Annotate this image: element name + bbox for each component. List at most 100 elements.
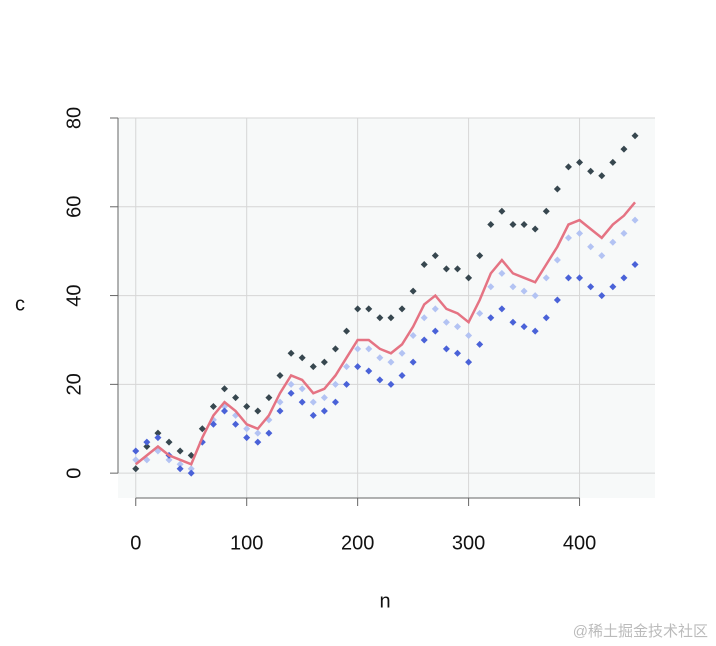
point [609,158,617,166]
point [232,394,240,402]
point [221,385,229,393]
point [465,274,473,282]
point [165,438,173,446]
point [542,274,550,282]
point [587,283,595,291]
point [454,349,462,357]
point [631,260,639,268]
point [387,358,395,366]
point [365,367,373,375]
point [354,305,362,313]
point [376,314,384,322]
x-tick-label: 300 [452,532,485,554]
point [331,398,339,406]
point [409,287,417,295]
point [343,380,351,388]
point [254,438,262,446]
point [476,309,484,317]
point [609,238,617,246]
series-points [132,260,639,477]
point [420,336,428,344]
point [409,358,417,366]
series-line [134,201,636,466]
point [598,292,606,300]
point [165,456,173,464]
point [587,167,595,175]
point [520,323,528,331]
point [343,327,351,335]
point [187,465,195,473]
point [442,265,450,273]
point [420,260,428,268]
x-tick-label: 200 [341,532,374,554]
point [276,407,284,415]
point [509,283,517,291]
point [221,407,229,415]
point [531,225,539,233]
point [309,398,317,406]
point [631,216,639,224]
y-tick-label: 20 [63,373,85,395]
point [620,145,628,153]
y-tick-label: 60 [63,196,85,218]
point [143,438,151,446]
point [498,269,506,277]
point [487,221,495,229]
point [620,274,628,282]
point [598,252,606,260]
point [442,318,450,326]
point [598,172,606,180]
point [564,163,572,171]
point [520,287,528,295]
point [454,265,462,273]
point [465,332,473,340]
point [276,371,284,379]
point [143,443,151,451]
point [509,221,517,229]
y-tick-label: 80 [63,107,85,129]
point [176,465,184,473]
point [320,358,328,366]
point [431,327,439,335]
point [132,447,140,455]
point [476,252,484,260]
point [431,252,439,260]
point [343,363,351,371]
point [331,380,339,388]
point [176,447,184,455]
point [298,385,306,393]
point [398,371,406,379]
point [265,394,273,402]
point [442,345,450,353]
point [331,345,339,353]
point [354,363,362,371]
point [631,132,639,140]
point [154,429,162,437]
point [553,256,561,264]
point [298,354,306,362]
y-tick-label: 0 [63,468,85,479]
point [398,349,406,357]
point [409,332,417,340]
point [243,403,251,411]
point [531,327,539,335]
point [276,398,284,406]
y-tick-label: 40 [63,284,85,306]
point [564,234,572,242]
point [298,398,306,406]
point [243,425,251,433]
x-axis-label: n [379,590,390,612]
point [209,420,217,428]
point [420,314,428,322]
x-tick-label: 0 [130,532,141,554]
point [553,185,561,193]
point [376,376,384,384]
point [465,358,473,366]
point [287,349,295,357]
point [531,292,539,300]
point [209,403,217,411]
point [365,345,373,353]
point [520,221,528,229]
point [587,243,595,251]
point [187,469,195,477]
